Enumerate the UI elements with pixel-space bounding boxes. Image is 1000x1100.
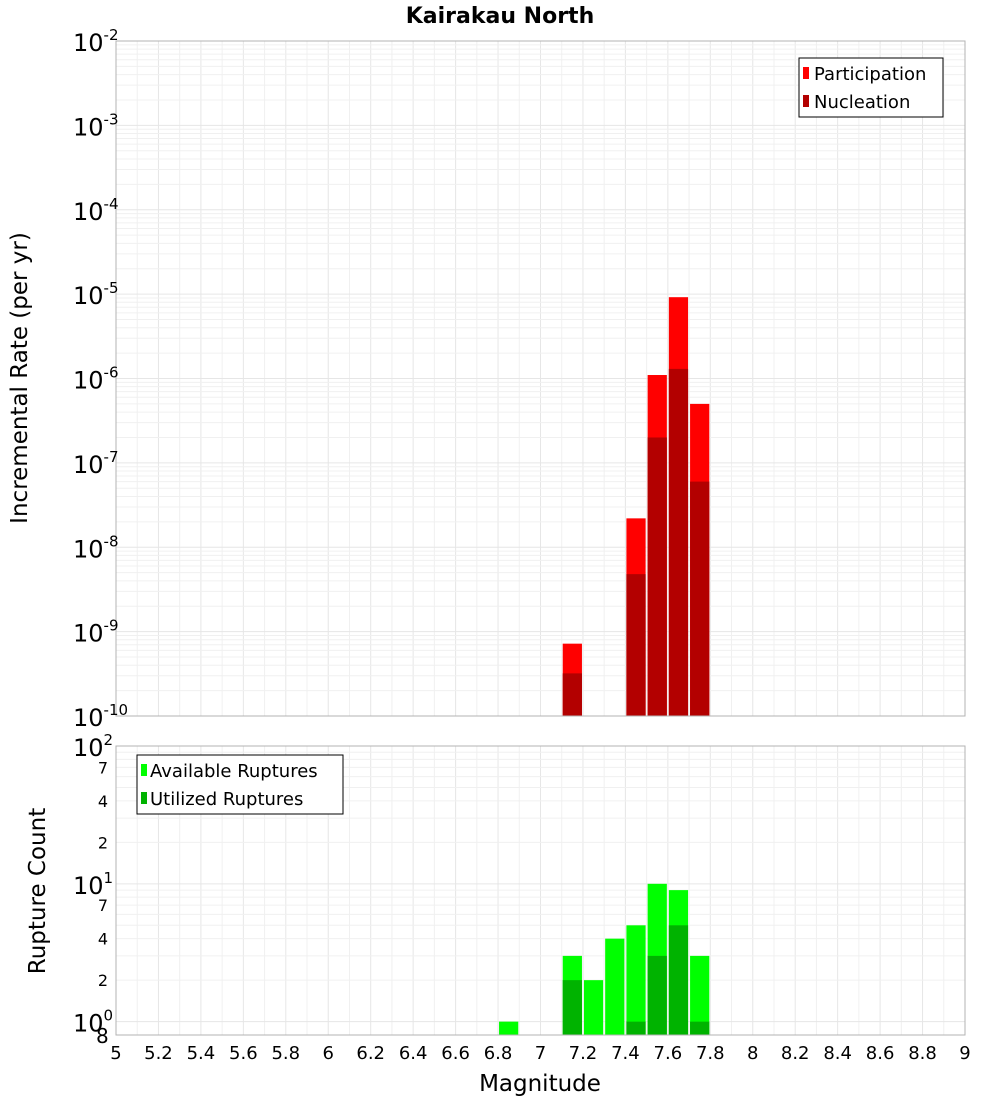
legend-label-utilized-ruptures: Utilized Ruptures — [150, 789, 303, 810]
x-tick-label: 6 — [323, 1043, 334, 1064]
x-tick-label: 8 — [747, 1043, 758, 1064]
bottom-y-minor-tick-label: 2 — [98, 833, 108, 852]
top-y-tick-label: 10-4 — [73, 195, 119, 226]
chart-title: Kairakau North — [406, 4, 594, 29]
bottom-y-minor-tick-label: 4 — [98, 792, 108, 811]
x-tick-label: 7.6 — [654, 1043, 683, 1064]
top-bar-nucleation — [626, 574, 646, 716]
top-bar-nucleation — [690, 481, 710, 716]
legend-swatch-participation — [803, 67, 809, 79]
legend-label-participation: Participation — [814, 64, 926, 85]
top-y-tick-label: 10-8 — [73, 532, 119, 563]
x-tick-label: 6.8 — [484, 1043, 513, 1064]
bottom-y-floor-label: 8 — [96, 1024, 109, 1048]
x-tick-label: 8.2 — [781, 1043, 810, 1064]
bottom-bar-utilized-ruptures — [668, 925, 689, 1035]
top-bar-nucleation — [562, 673, 582, 716]
x-tick-label: 6.4 — [399, 1043, 428, 1064]
bottom-legend: Available Ruptures Utilized Ruptures — [136, 754, 344, 815]
bottom-bar-utilized-ruptures — [647, 955, 667, 1035]
bottom-bar-utilized-ruptures — [690, 1021, 710, 1035]
x-tick-label: 7.2 — [569, 1043, 598, 1064]
x-tick-labels: 5 5.2 5.4 5.6 5.8 6 6.2 6.4 6.6 6.8 7 7.2 7.4 7.6 7.8 8… — [110, 1043, 970, 1064]
x-tick-label: 7.8 — [696, 1043, 725, 1064]
top-y-tick-labels: 10-10 10-9 10-8 10-7 10-6 10-5 10-4 10-3 10-2 — [73, 26, 128, 732]
legend-swatch-utilized-ruptures — [141, 792, 147, 804]
bottom-y-tick-labels: 100 101 102 2 4 7 2 4 7 8 — [73, 731, 113, 1048]
legend-swatch-available-ruptures — [141, 764, 147, 776]
x-tick-label: 5.8 — [271, 1043, 300, 1064]
x-tick-label: 6.6 — [441, 1043, 470, 1064]
bottom-bar-utilized-ruptures — [626, 1021, 646, 1035]
bottom-y-tick-label: 100 — [73, 1007, 113, 1038]
x-tick-label: 8.4 — [823, 1043, 852, 1064]
top-plot-border — [115, 40, 966, 717]
top-y-tick-label: 10-7 — [73, 448, 119, 479]
legend-label-available-ruptures: Available Ruptures — [150, 761, 318, 782]
bottom-y-minor-tick-label: 4 — [98, 930, 108, 949]
bottom-bar-available-ruptures — [690, 955, 710, 1035]
bottom-legend-box — [136, 754, 344, 815]
x-tick-label: 6.2 — [356, 1043, 385, 1064]
bottom-bar-available-ruptures — [583, 980, 604, 1035]
top-y-tick-label: 10-9 — [73, 617, 119, 648]
bottom-bars — [499, 883, 710, 1035]
top-bars — [562, 297, 710, 716]
x-axis-title: Magnitude — [479, 1071, 601, 1097]
bottom-bar-utilized-ruptures — [562, 980, 582, 1035]
bottom-bar-available-ruptures — [605, 938, 625, 1035]
top-y-tick-label: 10-10 — [73, 701, 128, 732]
top-grid — [115, 41, 966, 717]
bottom-y-axis-title: Rupture Count — [25, 808, 51, 974]
x-tick-label: 7 — [535, 1043, 546, 1064]
legend-label-nucleation: Nucleation — [814, 92, 910, 113]
bottom-y-minor-tick-label: 7 — [98, 758, 108, 777]
top-legend: Participation Nucleation — [798, 57, 944, 118]
x-tick-label: 9 — [959, 1043, 970, 1064]
top-legend-box — [798, 57, 944, 118]
bottom-bar-available-ruptures — [626, 925, 646, 1035]
x-tick-label: 5 — [110, 1043, 121, 1064]
bottom-plot: 100 101 102 2 4 7 2 4 7 8 5 5.2 5.4 5.6 5.8 6 6.2 6.4 6.6… — [25, 731, 971, 1097]
x-tick-label: 8.6 — [866, 1043, 895, 1064]
x-tick-label: 5.2 — [144, 1043, 173, 1064]
bottom-y-tick-label: 102 — [73, 731, 113, 762]
x-tick-label: 5.4 — [187, 1043, 216, 1064]
top-y-tick-label: 10-5 — [73, 279, 119, 310]
x-tick-label: 7.4 — [611, 1043, 640, 1064]
top-plot: 10-10 10-9 10-8 10-7 10-6 10-5 10-4 10-3 10-2 In… — [7, 26, 966, 732]
top-y-tick-label: 10-6 — [73, 364, 119, 395]
bottom-y-tick-label: 101 — [73, 869, 113, 900]
top-bar-nucleation — [647, 437, 667, 716]
bottom-bar-available-ruptures — [499, 1021, 519, 1035]
top-bar-nucleation — [668, 368, 689, 716]
x-tick-label: 5.6 — [229, 1043, 258, 1064]
top-y-tick-label: 10-2 — [73, 26, 119, 57]
bottom-y-minor-tick-label: 2 — [98, 971, 108, 990]
bottom-y-minor-tick-label: 7 — [98, 896, 108, 915]
top-y-axis-title: Incremental Rate (per yr) — [7, 232, 33, 524]
x-tick-label: 8.8 — [908, 1043, 937, 1064]
legend-swatch-nucleation — [803, 95, 809, 107]
bottom-plot-border — [115, 745, 966, 1036]
top-y-tick-label: 10-3 — [73, 110, 119, 141]
